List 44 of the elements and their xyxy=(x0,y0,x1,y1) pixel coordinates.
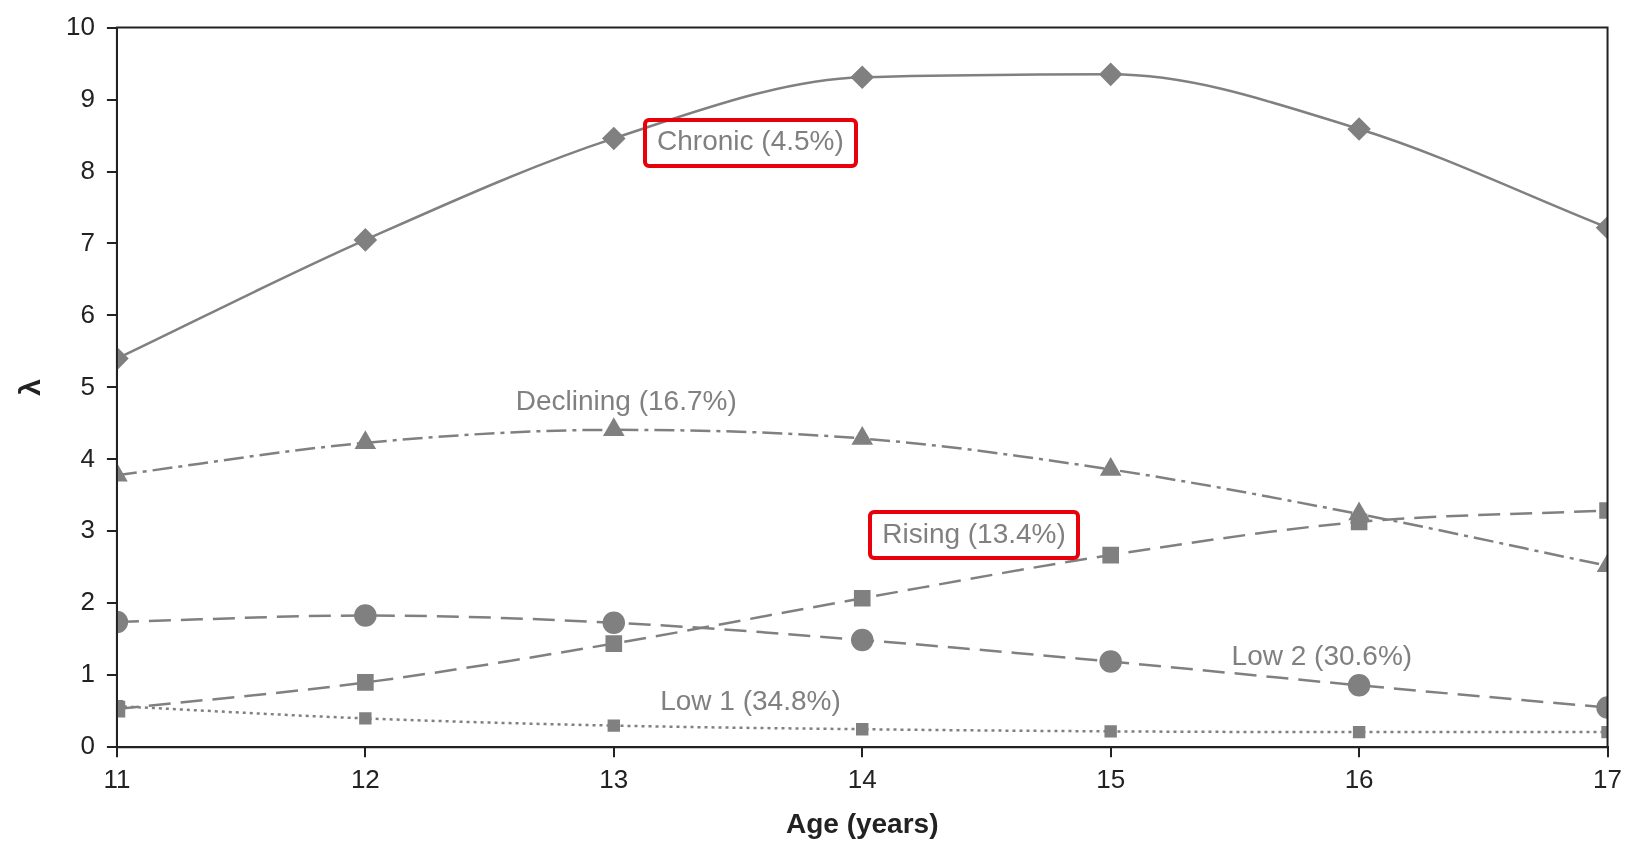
x-tick-label: 13 xyxy=(599,763,629,794)
point xyxy=(850,66,874,89)
y-tick-label: 8 xyxy=(80,154,95,185)
point xyxy=(602,611,626,634)
series-label: Low 2 (30.6%) xyxy=(1231,639,1413,671)
point xyxy=(607,719,620,732)
point xyxy=(602,127,626,150)
point xyxy=(357,674,374,691)
x-axis-title: Age (years) xyxy=(785,807,939,839)
point xyxy=(1102,546,1119,564)
y-tick-label: 3 xyxy=(80,514,95,545)
series-label: Rising (13.4%) xyxy=(882,517,1066,549)
point xyxy=(359,712,372,725)
y-tick-label: 9 xyxy=(80,82,95,113)
point xyxy=(1347,674,1371,697)
y-tick-label: 7 xyxy=(80,226,95,257)
x-tick-label: 12 xyxy=(350,763,380,794)
series-label: Declining (16.7%) xyxy=(515,384,737,416)
y-tick-label: 10 xyxy=(66,10,95,41)
series-label: Chronic (4.5%) xyxy=(657,125,844,157)
x-tick-label: 14 xyxy=(847,763,877,794)
x-tick-label: 17 xyxy=(1593,763,1622,794)
y-tick-label: 2 xyxy=(80,586,95,617)
point xyxy=(853,589,871,607)
point xyxy=(605,635,623,652)
series-label: Low 1 (34.8%) xyxy=(660,685,841,717)
point xyxy=(354,604,377,627)
point xyxy=(1347,117,1371,141)
x-tick-label: 11 xyxy=(103,763,131,794)
point xyxy=(354,228,377,252)
y-axis-title: λ xyxy=(13,378,47,396)
point xyxy=(1099,63,1122,86)
point xyxy=(1352,725,1366,739)
point xyxy=(1104,725,1117,738)
y-tick-label: 0 xyxy=(80,730,95,761)
y-tick-label: 5 xyxy=(80,370,95,401)
point xyxy=(850,628,874,652)
y-tick-label: 4 xyxy=(80,442,95,473)
y-tick-label: 6 xyxy=(80,298,95,329)
x-tick-label: 16 xyxy=(1344,763,1374,794)
x-tick-label: 15 xyxy=(1096,763,1126,794)
point xyxy=(856,723,869,736)
y-tick-label: 1 xyxy=(80,658,95,689)
point xyxy=(1099,650,1122,673)
